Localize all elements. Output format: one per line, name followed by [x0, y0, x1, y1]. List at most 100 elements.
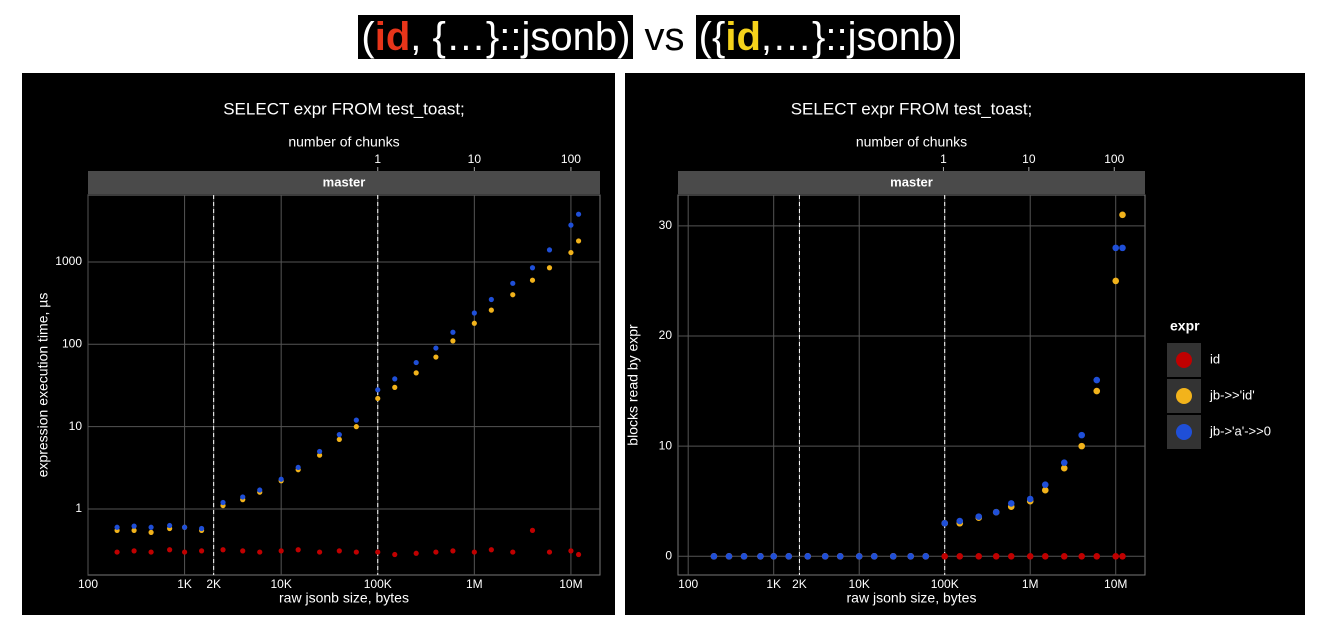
x-tick-label: 100K — [931, 577, 959, 591]
point — [836, 552, 844, 560]
legend-marker — [1176, 424, 1192, 440]
point — [1093, 376, 1101, 384]
x-tick-label: 1K — [766, 577, 781, 591]
point — [740, 552, 748, 560]
x-tick-label: 1K — [177, 577, 192, 591]
y-tick-label: 100 — [62, 336, 82, 350]
point — [148, 549, 154, 555]
point — [413, 359, 419, 366]
point — [131, 548, 137, 554]
point — [1060, 459, 1068, 466]
point — [1112, 552, 1120, 560]
point — [240, 494, 246, 500]
x-tick-label: 2K — [206, 577, 221, 591]
point — [181, 524, 188, 530]
point — [114, 549, 120, 555]
point — [450, 329, 456, 335]
point — [148, 524, 154, 530]
y-tick-label: 1000 — [55, 254, 82, 268]
y-tick-label: 10 — [659, 438, 673, 452]
y-tick-label: 10 — [69, 419, 83, 433]
point — [1026, 495, 1034, 503]
point — [770, 552, 777, 560]
x-axis-title: raw jsonb size, bytes — [847, 590, 977, 606]
point — [471, 310, 477, 316]
point — [278, 476, 284, 482]
point — [975, 513, 983, 520]
point — [488, 296, 494, 303]
facet-label: master — [323, 174, 366, 189]
point — [1119, 552, 1126, 560]
point — [471, 320, 477, 326]
x-tick-label: 10M — [1104, 577, 1127, 591]
chart-title: SELECT expr FROM test_toast; — [791, 99, 1033, 118]
point — [529, 527, 536, 533]
text: id — [725, 15, 761, 59]
point — [941, 519, 949, 527]
point — [1060, 552, 1068, 560]
point — [992, 508, 1000, 516]
point — [392, 551, 398, 558]
text: ({ — [698, 15, 726, 59]
point — [114, 524, 120, 530]
point — [220, 499, 226, 506]
text: ( — [361, 15, 375, 59]
point — [1041, 486, 1049, 494]
x-tick-label: 1M — [1022, 577, 1039, 591]
point — [317, 452, 323, 458]
point — [710, 552, 718, 560]
point — [1119, 244, 1126, 252]
text: ,…}::jsonb) — [760, 15, 957, 59]
point — [922, 552, 930, 560]
point — [956, 517, 964, 525]
point — [1041, 552, 1049, 560]
point — [433, 345, 439, 351]
y-tick-label: 30 — [659, 218, 673, 232]
point — [433, 354, 439, 360]
point — [1112, 277, 1120, 285]
point — [336, 432, 342, 438]
legend-label: jb->'a'->>0 — [1209, 423, 1271, 438]
point — [198, 525, 205, 532]
x2-axis-title: number of chunks — [856, 134, 967, 150]
chart-title: SELECT expr FROM test_toast; — [223, 99, 465, 118]
point — [392, 376, 398, 382]
y-tick-label: 0 — [665, 548, 672, 562]
point — [450, 338, 456, 344]
point — [804, 552, 812, 560]
point — [1007, 552, 1015, 560]
point — [488, 307, 494, 313]
x2-tick-label: 10 — [468, 152, 482, 166]
legend-title: expr — [1170, 318, 1200, 334]
x2-tick-label: 10 — [1022, 152, 1036, 166]
point — [375, 395, 381, 402]
point — [317, 448, 323, 455]
point — [413, 370, 419, 376]
point — [375, 549, 381, 555]
point — [295, 464, 301, 471]
point — [546, 549, 553, 555]
point — [1112, 244, 1120, 252]
point — [488, 547, 494, 553]
legend-marker — [1176, 388, 1192, 404]
facet-label: master — [890, 174, 933, 189]
x-tick-label: 1M — [466, 577, 483, 591]
facet-strip — [678, 171, 1145, 194]
point — [1078, 442, 1085, 450]
point — [336, 436, 342, 443]
point — [353, 417, 359, 423]
point — [353, 424, 359, 430]
point — [992, 552, 1000, 560]
y-tick-label: 1 — [75, 501, 82, 515]
y-tick-label: 20 — [659, 328, 673, 342]
point — [450, 548, 456, 554]
header: (id, {…}::jsonb) vs ({id,…}::jsonb) — [0, 12, 1318, 62]
point — [220, 547, 226, 553]
point — [821, 552, 829, 560]
point — [240, 548, 246, 554]
x-tick-label: 10K — [270, 577, 291, 591]
x2-axis-title: number of chunks — [288, 134, 399, 150]
y-axis-title: expression execution time, µs — [35, 293, 51, 478]
x-tick-label: 2K — [792, 577, 807, 591]
point — [471, 549, 477, 555]
